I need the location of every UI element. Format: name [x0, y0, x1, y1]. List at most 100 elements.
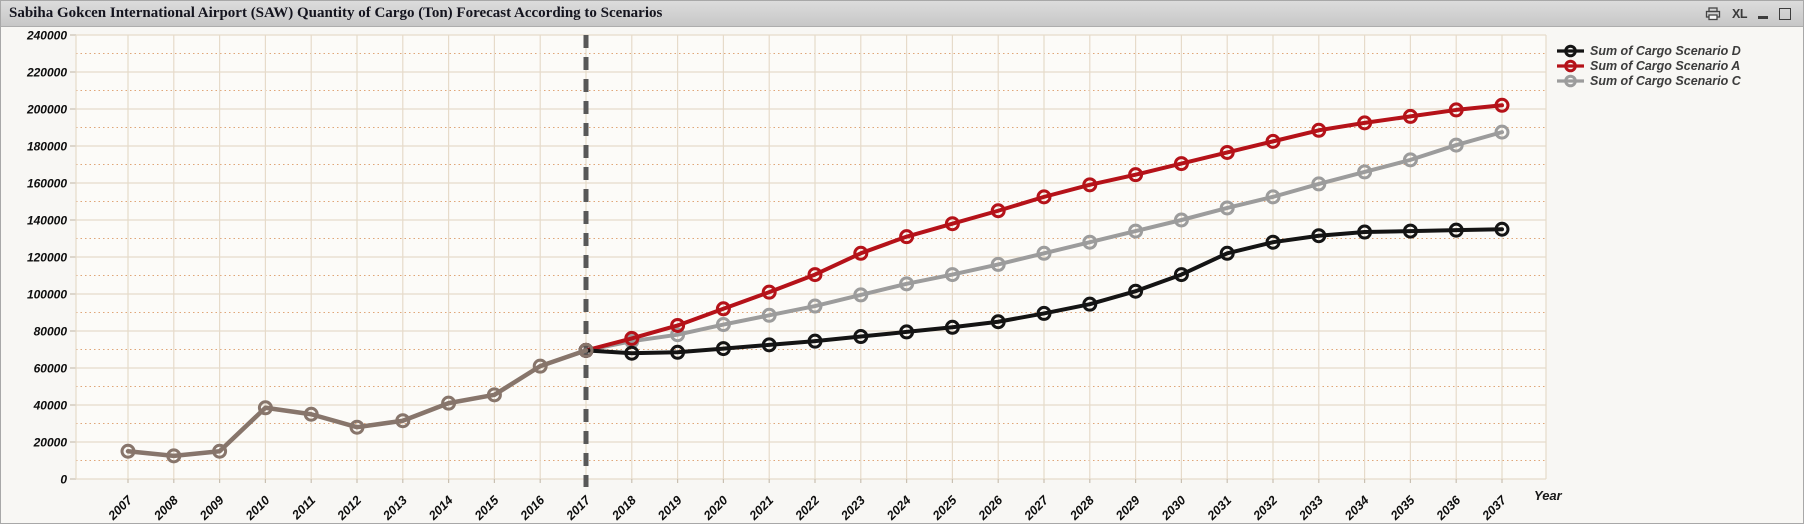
data-point-marker — [532, 358, 548, 374]
data-point-marker — [1036, 189, 1052, 205]
x-tick-label: 2028 — [1067, 493, 1097, 523]
series-line — [125, 348, 589, 459]
y-tick-labels: 0 20000 40000 60000 80000 100000 120000 140000 1… — [26, 29, 67, 487]
y-grid-major — [70, 34, 1546, 480]
y-tick-label: 60000 — [34, 362, 68, 376]
data-point-marker — [670, 327, 686, 343]
data-point-marker — [1494, 97, 1510, 113]
data-point-marker — [715, 301, 731, 317]
data-point-marker — [1082, 234, 1098, 250]
x-tick-label: 2025 — [929, 492, 960, 523]
data-point-marker — [899, 276, 915, 292]
x-tick-label: 2012 — [334, 493, 364, 523]
data-point-marker — [578, 342, 594, 358]
y-tick-label: 140000 — [27, 214, 67, 228]
data-point-marker — [944, 267, 960, 283]
data-point-marker — [1448, 137, 1464, 153]
data-point-marker — [1128, 167, 1144, 183]
data-point-marker — [761, 337, 777, 353]
x-tick-label: 2031 — [1204, 493, 1234, 523]
data-point-marker — [395, 413, 411, 429]
legend-marker-icon — [1557, 44, 1584, 57]
data-point-marker — [761, 307, 777, 323]
data-point-marker — [1311, 176, 1327, 192]
data-point-marker — [1265, 133, 1281, 149]
data-point-marker — [1357, 115, 1373, 131]
excel-export-icon[interactable]: XL — [1732, 6, 1747, 21]
chart-svg: 0 20000 40000 60000 80000 100000 120000 140000 1… — [26, 29, 1563, 524]
print-icon[interactable] — [1705, 6, 1721, 21]
data-point-marker — [1082, 177, 1098, 193]
x-tick-label: 2016 — [517, 492, 548, 523]
data-point-marker — [1402, 223, 1418, 239]
series-line — [584, 227, 1504, 356]
x-tick-label: 2007 — [105, 492, 136, 523]
legend-item[interactable]: Sum of Cargo Scenario D — [1557, 43, 1741, 58]
data-point-marker — [1173, 156, 1189, 172]
data-point-marker — [1265, 189, 1281, 205]
x-axis-title: Year — [1534, 488, 1563, 503]
data-point-marker — [1448, 222, 1464, 238]
data-point-marker — [1311, 228, 1327, 244]
y-tick-label: 180000 — [27, 140, 67, 154]
x-tick-label: 2027 — [1021, 492, 1052, 523]
y-tick-label: 100000 — [27, 288, 67, 302]
x-tick-label: 2032 — [1250, 493, 1280, 523]
data-point-marker — [1036, 245, 1052, 261]
y-tick-label: 20000 — [33, 436, 68, 450]
legend-item[interactable]: Sum of Cargo Scenario C — [1557, 73, 1741, 88]
y-tick-label: 240000 — [26, 29, 67, 43]
data-point-marker — [715, 341, 731, 357]
y-tick-label: 220000 — [26, 66, 67, 80]
legend-item[interactable]: Sum of Cargo Scenario A — [1557, 58, 1741, 73]
window-title: Sabiha Gokcen International Airport (SAW… — [9, 5, 663, 21]
data-point-marker — [1265, 234, 1281, 250]
series-sum-of-cargo-scenario-d — [578, 221, 1510, 361]
x-tick-label: 2037 — [1479, 492, 1510, 523]
data-point-marker — [441, 395, 457, 411]
data-point-marker — [1173, 267, 1189, 283]
maximize-icon[interactable] — [1779, 7, 1791, 20]
series-sum-of-cargo-scenario-a — [578, 97, 1510, 358]
x-tick-label: 2010 — [242, 493, 272, 523]
x-tick-label: 2034 — [1341, 493, 1371, 523]
data-point-marker — [807, 333, 823, 349]
x-tick-label: 2013 — [380, 493, 410, 523]
caption-icons: XL — [1705, 7, 1795, 21]
data-point-marker — [944, 216, 960, 232]
data-point-marker — [1494, 221, 1510, 237]
legend-item-label: Sum of Cargo Scenario C — [1590, 73, 1741, 88]
series-line — [584, 130, 1504, 353]
x-tick-label: 2023 — [838, 493, 868, 523]
legend-item-label: Sum of Cargo Scenario D — [1590, 43, 1741, 58]
data-point-marker — [624, 345, 640, 361]
minimize-icon[interactable] — [1758, 9, 1768, 19]
chart-area[interactable]: 0 20000 40000 60000 80000 100000 120000 140000 1… — [1, 27, 1803, 524]
x-tick-label: 2024 — [883, 493, 913, 523]
x-tick-label: 2009 — [196, 493, 226, 523]
data-point-marker — [166, 448, 182, 464]
x-tick-label: 2015 — [471, 492, 502, 523]
data-point-marker — [1448, 102, 1464, 118]
x-tick-label: 2036 — [1433, 492, 1464, 523]
x-tick-label: 2030 — [1158, 493, 1188, 523]
data-point-marker — [715, 317, 731, 333]
data-point-marker — [899, 229, 915, 245]
y-tick-label: 160000 — [27, 177, 67, 191]
x-tick-label: 2029 — [1112, 493, 1142, 523]
data-point-marker — [1219, 144, 1235, 160]
x-tick-labels: 2007 2008 2009 2010 2011 2012 2013 2014 2015 2016… — [105, 492, 1510, 523]
y-tick-label: 80000 — [34, 325, 68, 339]
x-tick-label: 2014 — [425, 493, 455, 523]
x-tick-label: 2017 — [563, 492, 594, 523]
x-tick-label: 2022 — [792, 493, 822, 523]
data-point-marker — [212, 443, 228, 459]
data-point-marker — [303, 406, 319, 422]
data-point-marker — [670, 344, 686, 360]
window-titlebar[interactable]: Sabiha Gokcen International Airport (SAW… — [1, 1, 1803, 27]
data-point-marker — [1173, 212, 1189, 228]
data-point-marker — [807, 298, 823, 314]
data-point-marker — [349, 419, 365, 435]
data-point-marker — [1128, 283, 1144, 299]
